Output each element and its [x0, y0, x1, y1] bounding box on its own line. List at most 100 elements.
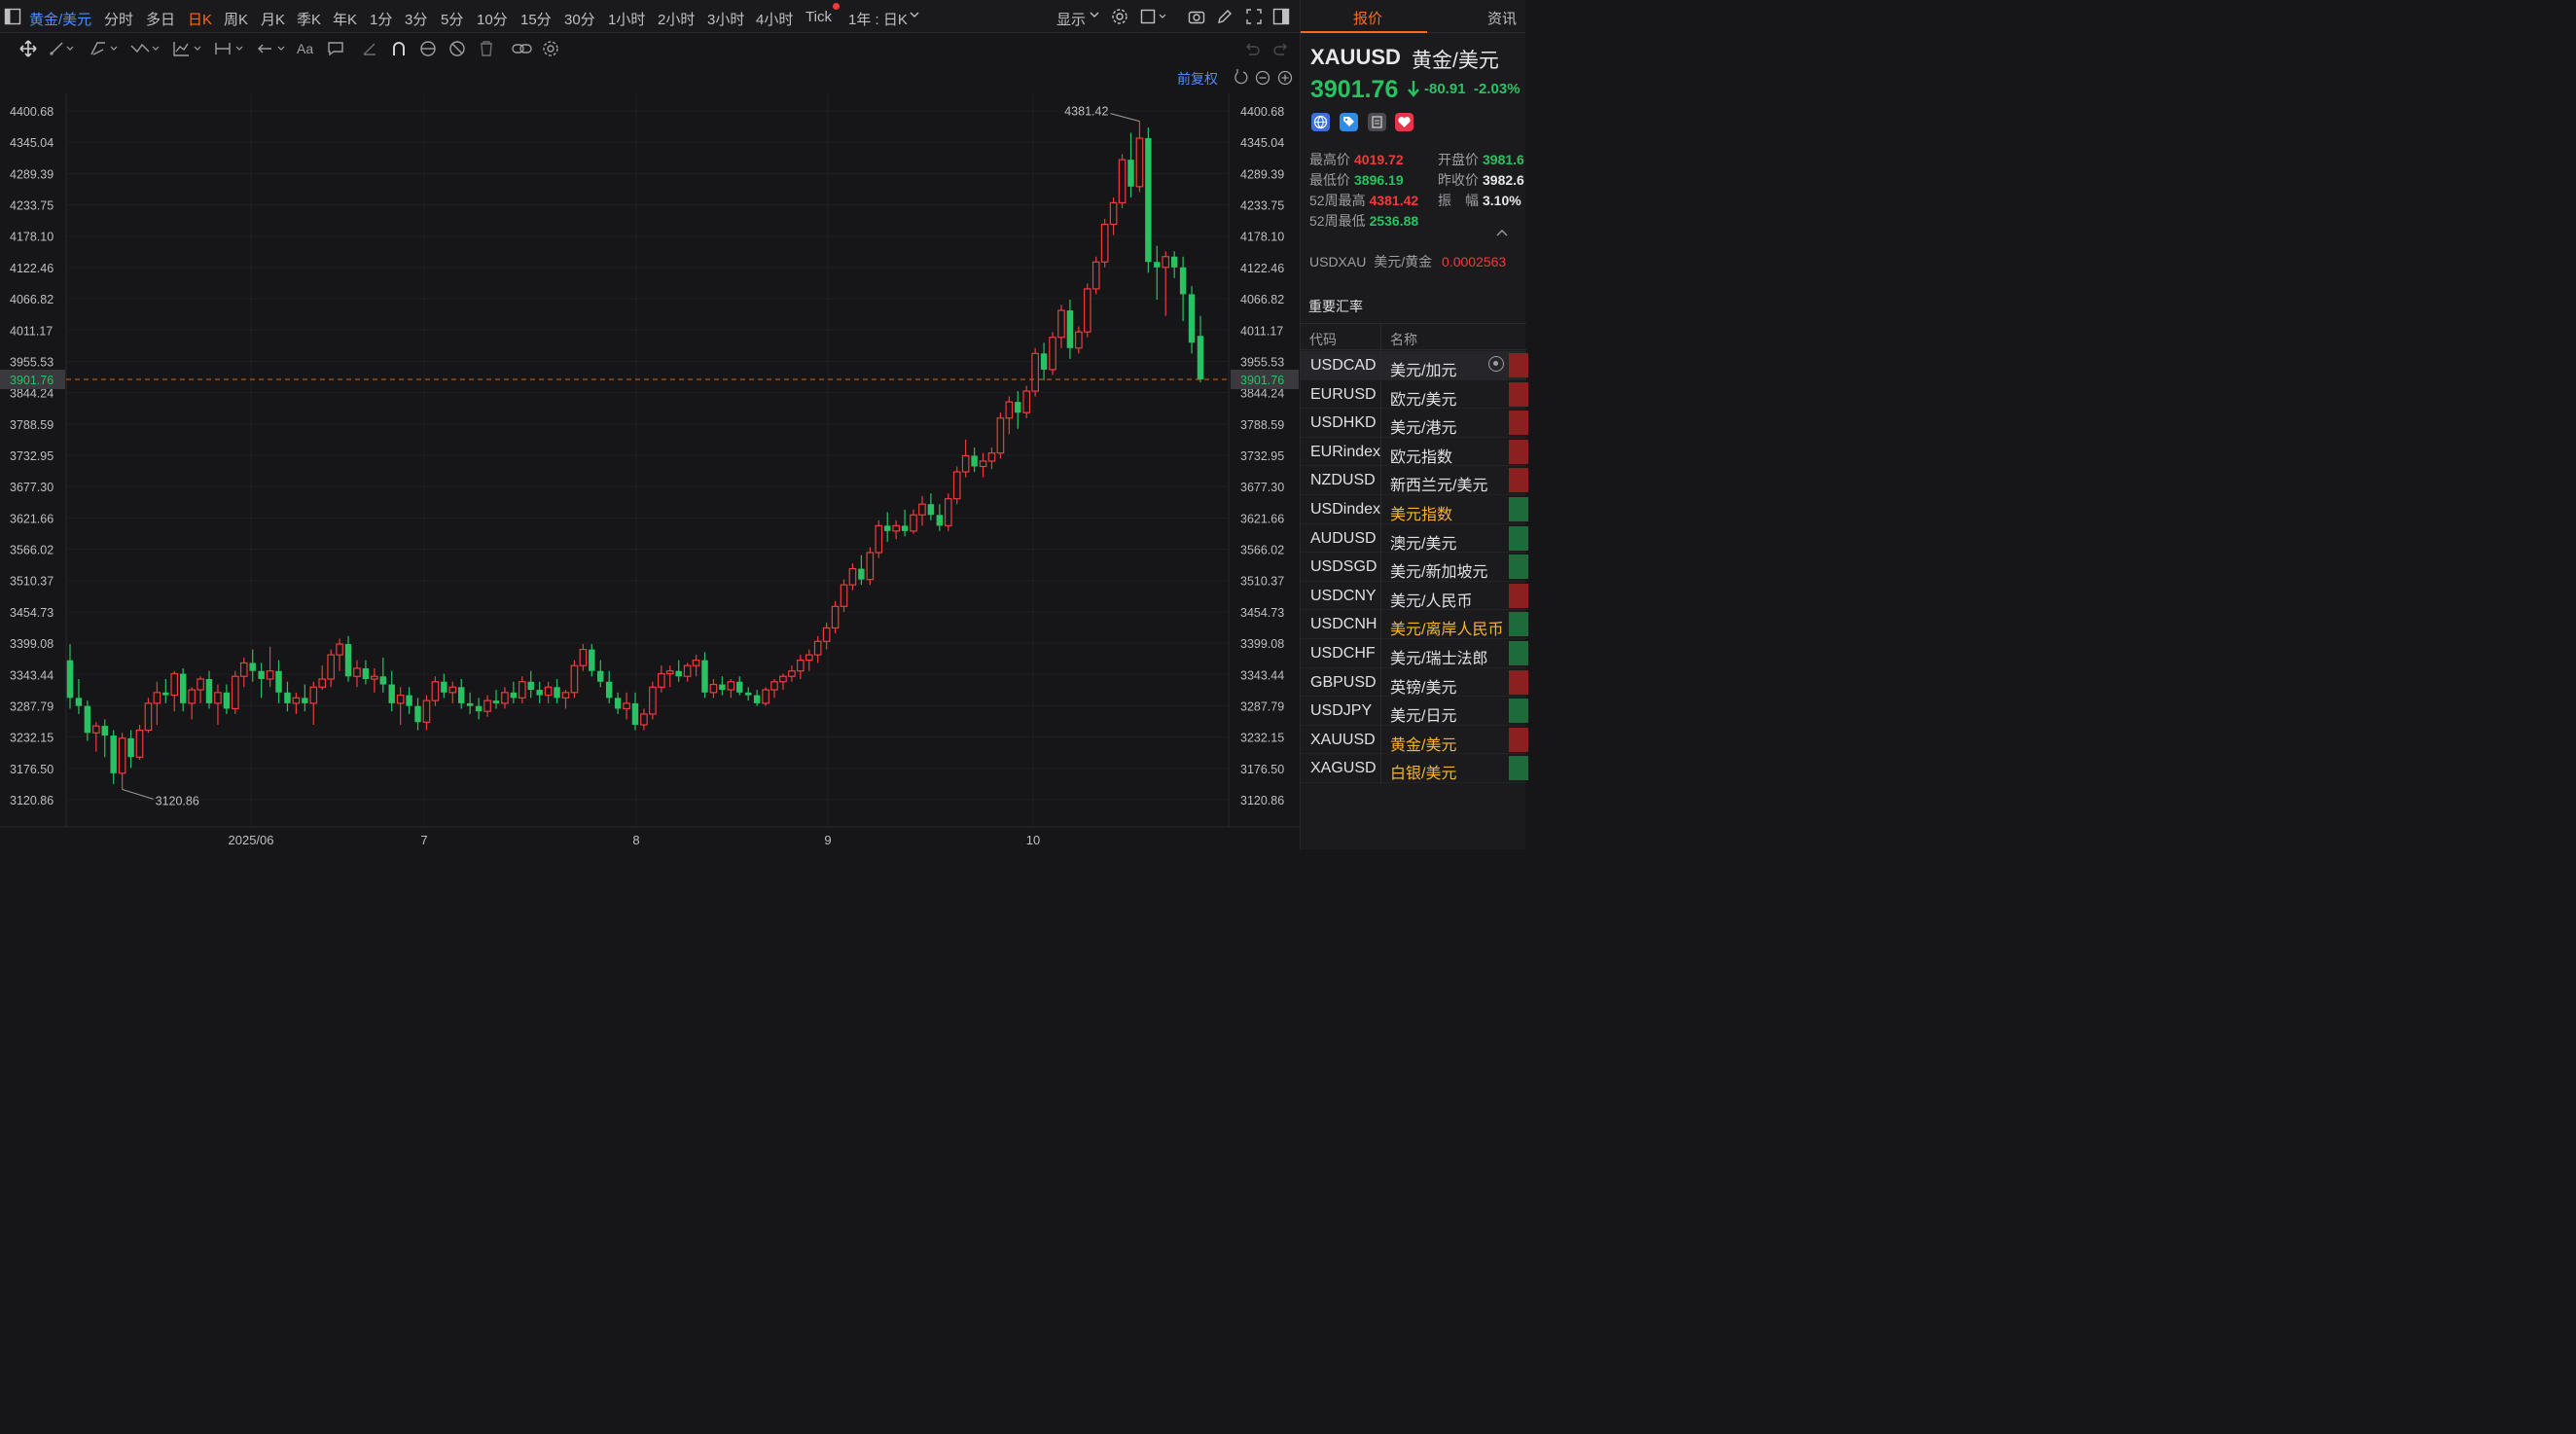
candle-body[interactable]: [1005, 401, 1014, 419]
candle-body[interactable]: [127, 737, 134, 758]
channel-tool-icon[interactable]: [89, 40, 118, 57]
candle-body[interactable]: [144, 702, 153, 732]
candle-body[interactable]: [232, 675, 239, 710]
globe-icon[interactable]: [1311, 113, 1330, 131]
candle-body[interactable]: [205, 679, 213, 703]
candle-body[interactable]: [118, 737, 126, 774]
pen-icon[interactable]: [1216, 8, 1234, 25]
symbol-selector[interactable]: 黄金/美元: [29, 12, 92, 28]
candle-body[interactable]: [1145, 138, 1152, 263]
restore-rights-button[interactable]: 前复权: [1177, 71, 1218, 87]
candle-body[interactable]: [1083, 288, 1091, 333]
period-tab[interactable]: 2小时: [658, 12, 696, 28]
candle-body[interactable]: [683, 664, 692, 677]
collapse-chevron-icon[interactable]: [1495, 226, 1509, 243]
candle-body[interactable]: [475, 705, 483, 712]
display-button[interactable]: 显示: [1056, 12, 1087, 28]
candle-body[interactable]: [901, 525, 909, 531]
candle-body[interactable]: [1075, 331, 1083, 349]
candle-body[interactable]: [1109, 201, 1118, 226]
candle-body[interactable]: [996, 417, 1005, 454]
candle-body[interactable]: [554, 687, 560, 699]
sidebar-toggle-icon[interactable]: [4, 8, 21, 25]
candle-body[interactable]: [589, 649, 595, 671]
candle-body[interactable]: [866, 552, 875, 581]
candle-body[interactable]: [561, 692, 570, 699]
favorite-heart-icon[interactable]: [1395, 113, 1413, 131]
tag-icon[interactable]: [1340, 113, 1358, 131]
candle-body[interactable]: [840, 584, 848, 607]
candle-body[interactable]: [101, 726, 108, 736]
candle-body[interactable]: [797, 660, 805, 672]
arrow-tool-icon[interactable]: [256, 40, 285, 57]
rates-row[interactable]: AUDUSD 澳元/美元: [1301, 524, 1528, 554]
candle-body[interactable]: [336, 643, 343, 656]
rates-row[interactable]: USDSGD 美元/新加坡元: [1301, 553, 1528, 582]
candle-body[interactable]: [223, 692, 231, 709]
candle-body[interactable]: [675, 670, 682, 677]
rates-row[interactable]: USDCNY 美元/人民币: [1301, 582, 1528, 611]
candle-body[interactable]: [388, 684, 395, 703]
candle-body[interactable]: [466, 702, 474, 706]
candle-body[interactable]: [1091, 261, 1100, 290]
candle-body[interactable]: [813, 640, 822, 656]
candle-body[interactable]: [719, 684, 726, 691]
candle-body[interactable]: [883, 525, 891, 531]
candle-body[interactable]: [1031, 352, 1039, 392]
candle-body[interactable]: [518, 681, 526, 699]
candle-body[interactable]: [75, 698, 83, 706]
candle-body[interactable]: [944, 498, 952, 526]
period-tab[interactable]: 3分: [405, 12, 428, 28]
candle-body[interactable]: [179, 673, 187, 703]
period-tab[interactable]: 周K: [224, 12, 249, 28]
candle-body[interactable]: [396, 695, 405, 704]
candle-body[interactable]: [84, 705, 91, 734]
candle-body[interactable]: [110, 735, 117, 773]
period-tab[interactable]: 1分: [370, 12, 393, 28]
candle-body[interactable]: [544, 686, 553, 697]
period-tab[interactable]: Tick: [805, 9, 832, 25]
candle-body[interactable]: [744, 692, 752, 696]
candle-body[interactable]: [1066, 310, 1074, 348]
undo-icon[interactable]: [1243, 40, 1261, 57]
candle-body[interactable]: [214, 692, 222, 704]
fib-tool-icon[interactable]: [172, 40, 201, 57]
candle-body[interactable]: [362, 667, 370, 680]
candle-body[interactable]: [135, 729, 144, 758]
rates-row[interactable]: EURUSD 欧元/美元: [1301, 380, 1528, 410]
candle-body[interactable]: [570, 664, 579, 694]
candle-body[interactable]: [492, 700, 500, 703]
comment-tool-icon[interactable]: [327, 40, 344, 57]
candle-body[interactable]: [692, 660, 700, 666]
move-crosshair-icon[interactable]: [19, 40, 37, 57]
candle-body[interactable]: [770, 681, 778, 691]
link-icon[interactable]: [512, 40, 532, 57]
candle-body[interactable]: [631, 702, 639, 726]
candle-body[interactable]: [1188, 294, 1196, 343]
candle-body[interactable]: [197, 678, 204, 691]
note-icon[interactable]: [1368, 113, 1386, 131]
period-tab[interactable]: 日K: [188, 12, 213, 28]
period-tab[interactable]: 15分: [520, 12, 552, 28]
tab-news[interactable]: 资讯: [1487, 11, 1518, 27]
candle-body[interactable]: [727, 681, 735, 691]
measure-tool-icon[interactable]: [214, 40, 243, 57]
candle-body[interactable]: [1179, 267, 1187, 295]
candle-body[interactable]: [1127, 160, 1134, 187]
candle-body[interactable]: [927, 504, 935, 516]
candle-body[interactable]: [1100, 223, 1109, 263]
candle-body[interactable]: [379, 676, 387, 685]
candle-body[interactable]: [266, 670, 274, 680]
candle-body[interactable]: [858, 568, 865, 580]
eraser-tool-icon[interactable]: [361, 40, 378, 57]
candle-body[interactable]: [302, 698, 308, 703]
candle-body[interactable]: [309, 686, 318, 704]
zoom-out-icon[interactable]: [1255, 70, 1270, 86]
candle-body[interactable]: [936, 515, 944, 526]
tab-quote[interactable]: 报价: [1353, 11, 1383, 27]
period-tab[interactable]: 10分: [477, 12, 508, 28]
candle-body[interactable]: [441, 681, 447, 693]
rates-row[interactable]: XAUUSD 黄金/美元: [1301, 726, 1528, 755]
display-chevron-icon[interactable]: [1090, 8, 1099, 24]
period-tab[interactable]: 5分: [441, 12, 464, 28]
